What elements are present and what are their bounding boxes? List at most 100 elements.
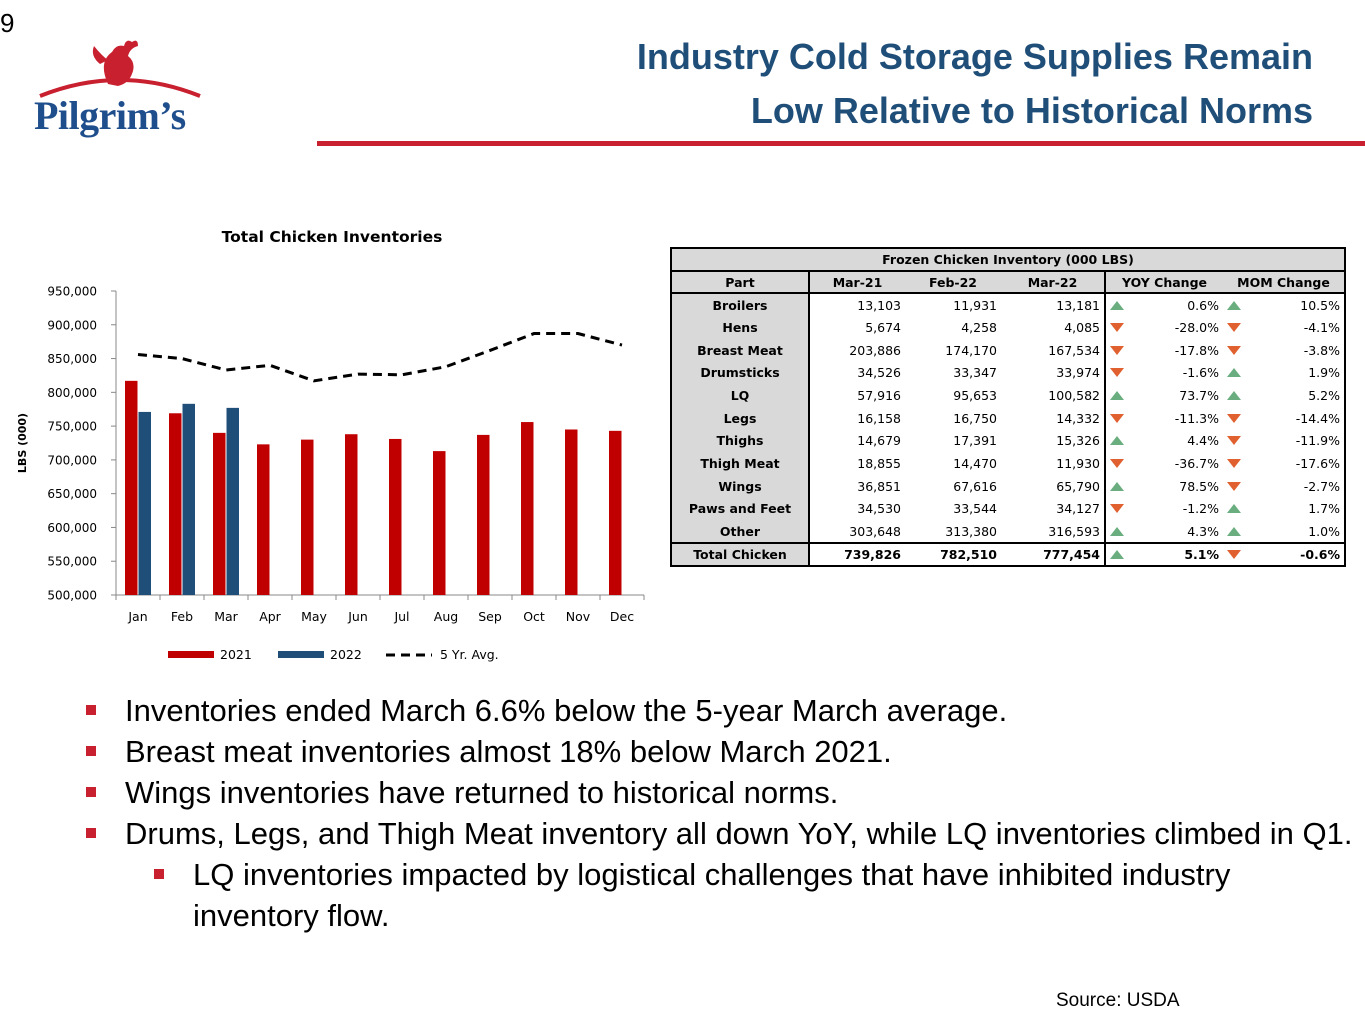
y-tick-label: 600,000 bbox=[47, 521, 97, 535]
bullet-square-icon bbox=[86, 705, 96, 715]
series-5yr-avg-line bbox=[137, 332, 623, 383]
mar22-cell: 100,582 bbox=[1001, 384, 1106, 407]
mar21-cell: 739,826 bbox=[809, 541, 905, 567]
x-tick-label: May bbox=[301, 609, 327, 624]
mom-arrow-icon bbox=[1223, 430, 1245, 453]
part-cell: Broilers bbox=[670, 293, 810, 317]
yoy-cell: -36.7% bbox=[1174, 456, 1219, 472]
header-mar21: Mar-21 bbox=[809, 270, 905, 295]
table-row: Hens 5,674 4,258 4,085 -28.0% -4.1% bbox=[670, 316, 1346, 339]
yoy-cell: -28.0% bbox=[1174, 319, 1219, 335]
mar21-cell: 16,158 bbox=[857, 410, 901, 426]
y-tick-label: 900,000 bbox=[47, 318, 97, 332]
feb22-cell: 782,510 bbox=[905, 541, 1001, 567]
x-tick-label: Aug bbox=[434, 609, 458, 624]
mom-cell: 5.2% bbox=[1245, 384, 1346, 407]
yoy-arrow-icon bbox=[1105, 316, 1127, 339]
header-part: Part bbox=[670, 270, 810, 295]
table-row: Paws and Feet 34,530 33,544 34,127 -1.2% 1.7% bbox=[670, 497, 1346, 521]
logo-wordmark: Pilgrim’s bbox=[34, 93, 186, 138]
bullet-item: Inventories ended March 6.6% below the 5… bbox=[84, 690, 1354, 731]
down-triangle-icon bbox=[1227, 481, 1241, 491]
bullet-text: Drums, Legs, and Thigh Meat inventory al… bbox=[125, 816, 1353, 851]
table-row: Thigh Meat 18,855 14,470 11,930 -36.7% -17.6% bbox=[670, 452, 1346, 475]
mom-arrow-icon bbox=[1223, 293, 1245, 316]
yoy-cell: -1.2% bbox=[1182, 501, 1219, 517]
up-triangle-icon bbox=[1227, 526, 1241, 536]
legend-2021-label: 2021 bbox=[220, 647, 252, 662]
x-tick-label: Jul bbox=[393, 609, 409, 624]
bar-2021 bbox=[257, 444, 270, 595]
mar22-cell: 34,127 bbox=[1001, 497, 1106, 521]
mom-cell: 10.5% bbox=[1245, 293, 1346, 317]
source-note: Source: USDA bbox=[1056, 990, 1180, 1011]
mom-cell: -3.8% bbox=[1245, 338, 1346, 362]
up-triangle-icon bbox=[1227, 504, 1241, 514]
mar21-cell: 203,886 bbox=[849, 342, 901, 358]
part-cell: Other bbox=[670, 520, 810, 544]
bullet-list: Inventories ended March 6.6% below the 5… bbox=[84, 690, 1354, 936]
x-tick-label: Mar bbox=[214, 609, 238, 624]
y-axis-label: LBS (000) bbox=[16, 413, 29, 473]
header-mar22: Mar-22 bbox=[1001, 270, 1106, 295]
yoy-arrow-icon bbox=[1105, 384, 1127, 407]
yoy-arrow-icon bbox=[1105, 475, 1127, 498]
down-triangle-icon bbox=[1109, 413, 1124, 423]
down-triangle-icon bbox=[1109, 504, 1124, 514]
feb22-cell: 14,470 bbox=[953, 456, 997, 472]
table-row: Other 303,648 313,380 316,593 4.3% 1.0% bbox=[670, 520, 1346, 544]
bar-2021 bbox=[609, 430, 622, 595]
bar-2021 bbox=[169, 413, 182, 595]
mar22-cell: 33,974 bbox=[1001, 361, 1106, 385]
header-yoy: YOY Change bbox=[1105, 270, 1223, 295]
down-triangle-icon bbox=[1227, 459, 1241, 469]
x-tick-label: Oct bbox=[523, 609, 545, 624]
feb22-cell: 313,380 bbox=[905, 520, 1001, 544]
mom-cell: 1.9% bbox=[1245, 361, 1346, 385]
sub-bullet-item: LQ inventories impacted by logistical ch… bbox=[84, 854, 1354, 936]
feb22-cell: 33,347 bbox=[953, 365, 997, 381]
bullet-square-icon bbox=[86, 787, 96, 797]
part-cell: LQ bbox=[670, 384, 810, 407]
yoy-cell: 73.7% bbox=[1179, 387, 1219, 403]
table-row: Breast Meat 203,886 174,170 167,534 -17.8% -3… bbox=[670, 338, 1346, 362]
y-tick-label: 850,000 bbox=[47, 352, 97, 366]
rooster-logo-icon bbox=[39, 40, 201, 98]
bar-2021 bbox=[389, 438, 402, 595]
mom-cell: -11.9% bbox=[1245, 429, 1346, 453]
yoy-arrow-icon bbox=[1105, 339, 1127, 362]
bullet-text: Inventories ended March 6.6% below the 5… bbox=[125, 693, 1008, 728]
mar22-cell: 65,790 bbox=[1001, 474, 1106, 498]
bullet-text: LQ inventories impacted by logistical ch… bbox=[193, 857, 1231, 933]
x-tick-label: Sep bbox=[478, 609, 502, 624]
mar22-cell: 15,326 bbox=[1001, 429, 1106, 453]
feb22-cell: 95,653 bbox=[953, 387, 997, 403]
mom-cell: 1.0% bbox=[1245, 520, 1346, 544]
part-cell: Hens bbox=[670, 316, 810, 339]
part-cell: Paws and Feet bbox=[670, 497, 810, 521]
x-tick-label: Jan bbox=[127, 609, 147, 624]
bullet-text: Breast meat inventories almost 18% below… bbox=[125, 734, 892, 769]
bullet-text: Wings inventories have returned to histo… bbox=[125, 775, 839, 810]
y-tick-label: 950,000 bbox=[47, 285, 97, 299]
chart-title: Total Chicken Inventories bbox=[222, 228, 443, 246]
yoy-arrow-icon bbox=[1105, 293, 1127, 316]
down-triangle-icon bbox=[1109, 368, 1124, 378]
bullet-square-icon bbox=[86, 828, 96, 838]
table-header-row: Part Mar-21 Feb-22 Mar-22 YOY Change MOM… bbox=[670, 270, 1346, 295]
down-triangle-icon bbox=[1227, 413, 1241, 423]
up-triangle-icon bbox=[1227, 300, 1241, 310]
table-caption: Frozen Chicken Inventory (000 LBS) bbox=[670, 247, 1346, 272]
feb22-cell: 33,544 bbox=[953, 501, 997, 517]
title-line-2: Low Relative to Historical Norms bbox=[750, 90, 1313, 131]
mom-arrow-icon bbox=[1223, 475, 1245, 498]
y-tick-label: 500,000 bbox=[47, 589, 97, 603]
mar22-cell: 777,454 bbox=[1001, 541, 1106, 567]
mom-arrow-icon bbox=[1223, 316, 1245, 339]
frozen-inventory-table: Frozen Chicken Inventory (000 LBS) Part … bbox=[670, 247, 1346, 567]
part-cell: Total Chicken bbox=[670, 541, 810, 567]
mar21-cell: 18,855 bbox=[857, 456, 901, 472]
yoy-arrow-icon bbox=[1105, 430, 1127, 453]
yoy-arrow-icon bbox=[1105, 498, 1127, 521]
mar21-cell: 34,530 bbox=[857, 501, 901, 517]
